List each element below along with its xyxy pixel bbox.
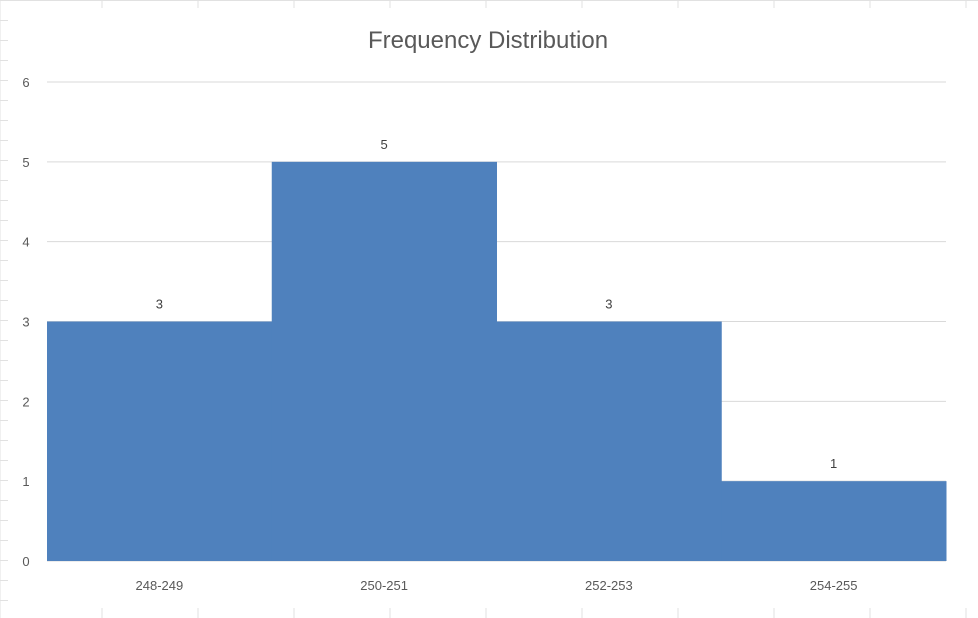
bar bbox=[271, 161, 497, 562]
y-tick-label: 1 bbox=[22, 474, 29, 489]
bar bbox=[496, 321, 722, 561]
data-label: 5 bbox=[381, 137, 388, 152]
y-axis-ticks: 0 1 2 3 4 5 6 bbox=[22, 75, 29, 569]
data-label: 3 bbox=[156, 297, 163, 312]
data-labels: 3 5 3 1 bbox=[156, 137, 837, 471]
data-label: 3 bbox=[605, 297, 612, 312]
x-tick-label: 254-255 bbox=[810, 578, 858, 593]
y-tick-label: 3 bbox=[22, 315, 29, 330]
y-tick-label: 2 bbox=[22, 394, 29, 409]
data-label: 1 bbox=[830, 456, 837, 471]
y-tick-label: 0 bbox=[22, 554, 29, 569]
x-axis-ticks: 248-249 250-251 252-253 254-255 bbox=[136, 578, 858, 593]
bars bbox=[47, 161, 947, 562]
x-tick-label: 250-251 bbox=[360, 578, 408, 593]
x-tick-label: 248-249 bbox=[136, 578, 184, 593]
x-tick-label: 252-253 bbox=[585, 578, 633, 593]
y-tick-label: 6 bbox=[22, 75, 29, 90]
bar bbox=[721, 481, 947, 561]
y-tick-label: 4 bbox=[22, 235, 29, 250]
chart-title: Frequency Distribution bbox=[368, 27, 608, 54]
y-tick-label: 5 bbox=[22, 155, 29, 170]
bar bbox=[47, 321, 273, 561]
